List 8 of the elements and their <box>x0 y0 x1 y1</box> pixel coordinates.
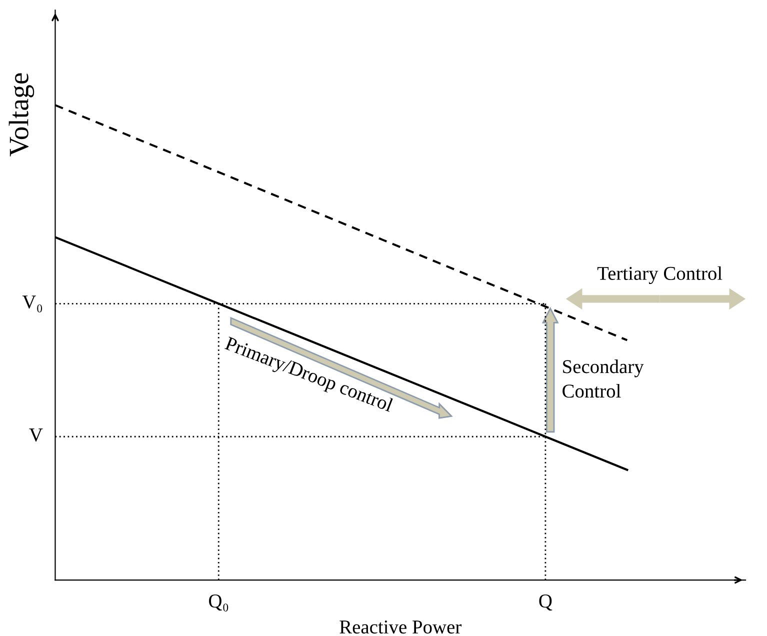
x-tick-label: Q <box>539 594 552 611</box>
annotation: Secondary Control <box>562 360 644 398</box>
y-axis-title: Voltage <box>8 73 34 156</box>
x-axis-title: Reactive Power <box>340 620 462 634</box>
annotation: V <box>29 428 43 442</box>
x-tick-label: Q₀ <box>209 594 228 612</box>
annotation: Tertiary Control <box>597 266 722 284</box>
annotation: V₀ <box>22 296 42 312</box>
